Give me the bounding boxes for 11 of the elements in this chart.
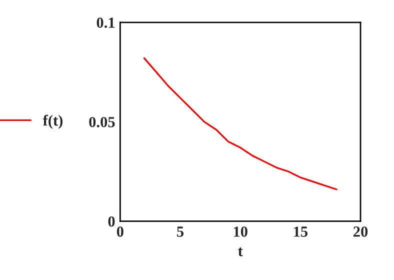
x-tick-label: 20 <box>354 226 368 237</box>
x-tick-label: 0 <box>116 226 124 237</box>
x-tick-label: 5 <box>177 226 184 237</box>
y-tick-label: 0.1 <box>96 18 115 28</box>
legend-label: f(t) <box>42 114 62 129</box>
x-tick-label: 15 <box>294 226 308 237</box>
y-tick-label: 0 <box>108 216 115 227</box>
y-tick-label: 0.05 <box>89 116 115 128</box>
x-axis-title: t <box>238 247 243 256</box>
x-tick-label: 10 <box>234 226 248 237</box>
line-series <box>143 57 338 190</box>
